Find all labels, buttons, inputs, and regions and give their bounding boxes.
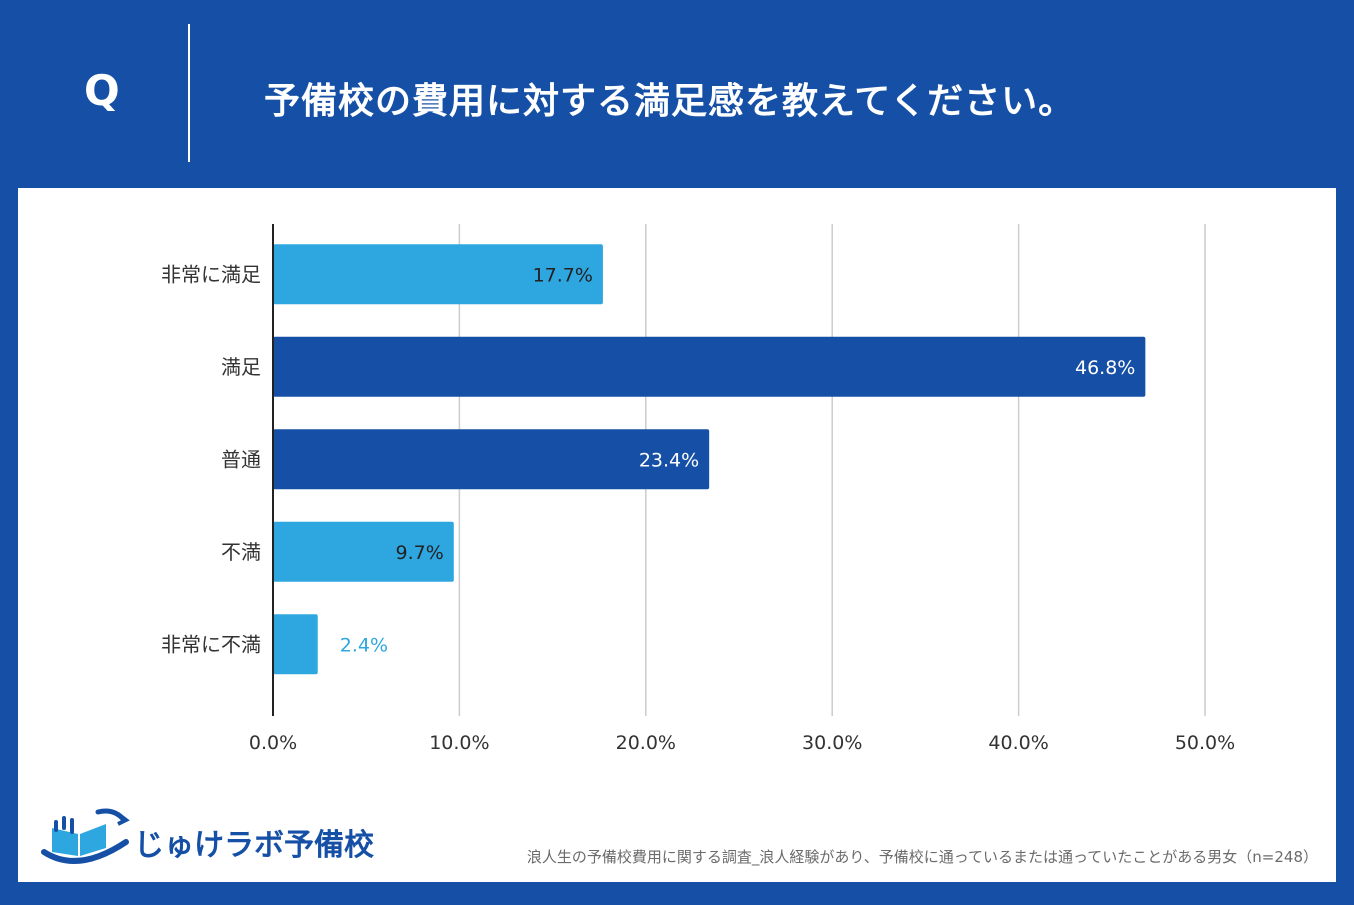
brand-logo: じゅけラボ予備校 — [38, 806, 374, 868]
data-label: 2.4% — [340, 634, 388, 656]
bar — [273, 521, 454, 582]
question-title: 予備校の費用に対する満足感を教えてください。 — [264, 81, 1076, 122]
bar — [273, 336, 1146, 397]
brand-name: じゅけラボ予備校 — [134, 828, 374, 863]
category-label: 満足 — [221, 355, 261, 379]
question-label: Q — [84, 66, 120, 115]
x-tick-label: 20.0% — [616, 732, 676, 754]
category-label: 非常に不満 — [161, 632, 261, 656]
header-banner: Q 予備校の費用に対する満足感を教えてください。 — [0, 0, 1354, 188]
category-label: 不満 — [221, 540, 261, 564]
x-tick-label: 50.0% — [1175, 732, 1235, 754]
category-label: 非常に満足 — [161, 262, 261, 286]
bar-chart: 0.0% 10.0% 20.0% 30.0% 40.0% 50.0% 非常に満足 17.7% 満… — [161, 224, 1235, 754]
data-label: 17.7% — [533, 264, 593, 286]
bar — [273, 244, 603, 305]
data-label: 9.7% — [396, 542, 444, 564]
x-tick-label: 30.0% — [802, 732, 862, 754]
category-label: 普通 — [221, 447, 261, 471]
chart-panel: 0.0% 10.0% 20.0% 30.0% 40.0% 50.0% 非常に満足 17.7% 満… — [18, 188, 1336, 882]
x-tick-label: 10.0% — [429, 732, 489, 754]
book-logo-icon — [41, 808, 130, 864]
x-tick-label: 40.0% — [988, 732, 1048, 754]
header-divider — [188, 24, 190, 162]
x-tick-label: 0.0% — [249, 732, 297, 754]
data-label: 23.4% — [639, 449, 699, 471]
bar — [273, 429, 710, 490]
data-label: 46.8% — [1075, 357, 1135, 379]
bar — [273, 614, 318, 675]
survey-footnote: 浪人生の予備校費用に関する調査_浪人経験があり、予備校に通っているまたは通ってい… — [526, 848, 1318, 866]
